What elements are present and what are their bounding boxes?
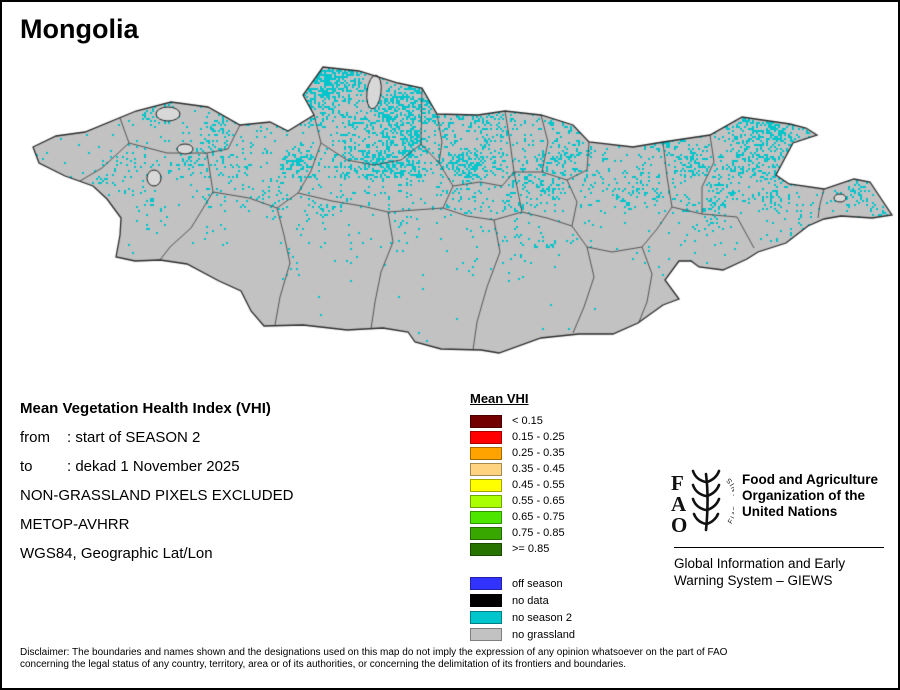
legend-vhi-row: 0.65 - 0.75 [470, 509, 575, 525]
to-value: : dekad 1 November 2025 [67, 458, 240, 475]
legend-swatch [470, 526, 502, 540]
info-line-from: from : start of SEASON 2 [20, 423, 293, 452]
legend-swatch [470, 542, 502, 556]
legend-swatch [470, 430, 502, 444]
footer-divider [674, 547, 884, 548]
svg-text:A: A [671, 492, 687, 516]
page-title: Mongolia [20, 14, 139, 44]
legend-label: 0.35 - 0.45 [512, 463, 565, 475]
giews-label: Global Information and Early Warning Sys… [674, 556, 846, 588]
legend-swatch [470, 462, 502, 476]
legend-label: 0.65 - 0.75 [512, 511, 565, 523]
legend-special-row: no data [470, 592, 575, 609]
legend-label: < 0.15 [512, 415, 543, 427]
info-heading: Mean Vegetation Health Index (VHI) [20, 400, 271, 417]
legend-vhi-row: 0.55 - 0.65 [470, 493, 575, 509]
legend-label: no grassland [512, 628, 575, 641]
legend-title: Mean VHI [470, 391, 529, 406]
legend-label: 0.55 - 0.65 [512, 495, 565, 507]
legend-vhi-row: < 0.15 [470, 413, 575, 429]
legend-swatch [470, 494, 502, 508]
fao-organization-name: Food and Agriculture Organization of the… [742, 472, 878, 519]
legend-vhi-row: >= 0.85 [470, 541, 575, 557]
to-label: to [20, 458, 33, 475]
legend-label: 0.25 - 0.35 [512, 447, 565, 459]
legend-special-row: no grassland [470, 626, 575, 643]
legend-special-row: off season [470, 575, 575, 592]
legend-label: 0.15 - 0.25 [512, 431, 565, 443]
map-info-block: Mean Vegetation Health Index (VHI) from … [20, 394, 293, 568]
fao-wheat-icon [691, 469, 721, 532]
legend-label: 0.45 - 0.55 [512, 479, 565, 491]
svg-text:F: F [671, 471, 684, 495]
legend-vhi-row: 0.45 - 0.55 [470, 477, 575, 493]
legend-swatch [470, 628, 502, 641]
fiat-panis-motto: FIAT PANIS [725, 475, 734, 525]
legend-swatch [470, 510, 502, 524]
legend-label: off season [512, 577, 563, 590]
legend-label: no data [512, 594, 549, 607]
legend-swatch [470, 446, 502, 460]
legend-swatch [470, 611, 502, 624]
legend-swatch [470, 594, 502, 607]
from-label: from [20, 429, 50, 446]
info-line-sensor: METOP-AVHRR [20, 516, 130, 533]
legend-swatch [470, 577, 502, 590]
legend-swatch [470, 478, 502, 492]
svg-text:O: O [671, 513, 687, 537]
legend-label: >= 0.85 [512, 543, 550, 555]
legend: Mean VHI < 0.15 0.15 - 0.25 0.25 - 0.35 0.3… [470, 390, 575, 643]
legend-label: 0.75 - 0.85 [512, 527, 565, 539]
legend-vhi-row: 0.35 - 0.45 [470, 461, 575, 477]
disclaimer-text: Disclaimer: The boundaries and names sho… [20, 647, 728, 670]
fao-logo: F A O FIAT PANIS [671, 469, 734, 537]
info-line-projection: WGS84, Geographic Lat/Lon [20, 545, 213, 562]
legend-label: no season 2 [512, 611, 572, 624]
legend-vhi-row: 0.75 - 0.85 [470, 525, 575, 541]
fao-letters: F A O [671, 471, 687, 537]
legend-vhi-row: 0.15 - 0.25 [470, 429, 575, 445]
legend-special-row: no season 2 [470, 609, 575, 626]
info-line-excluded: NON-GRASSLAND PIXELS EXCLUDED [20, 487, 294, 504]
legend-swatch [470, 414, 502, 428]
info-line-to: to : dekad 1 November 2025 [20, 452, 293, 481]
legend-vhi-classes: < 0.15 0.15 - 0.25 0.25 - 0.35 0.35 - 0.45 0… [470, 413, 575, 557]
legend-vhi-row: 0.25 - 0.35 [470, 445, 575, 461]
from-value: : start of SEASON 2 [67, 429, 201, 446]
legend-special-classes: off season no data no season 2 no grassland [470, 575, 575, 643]
